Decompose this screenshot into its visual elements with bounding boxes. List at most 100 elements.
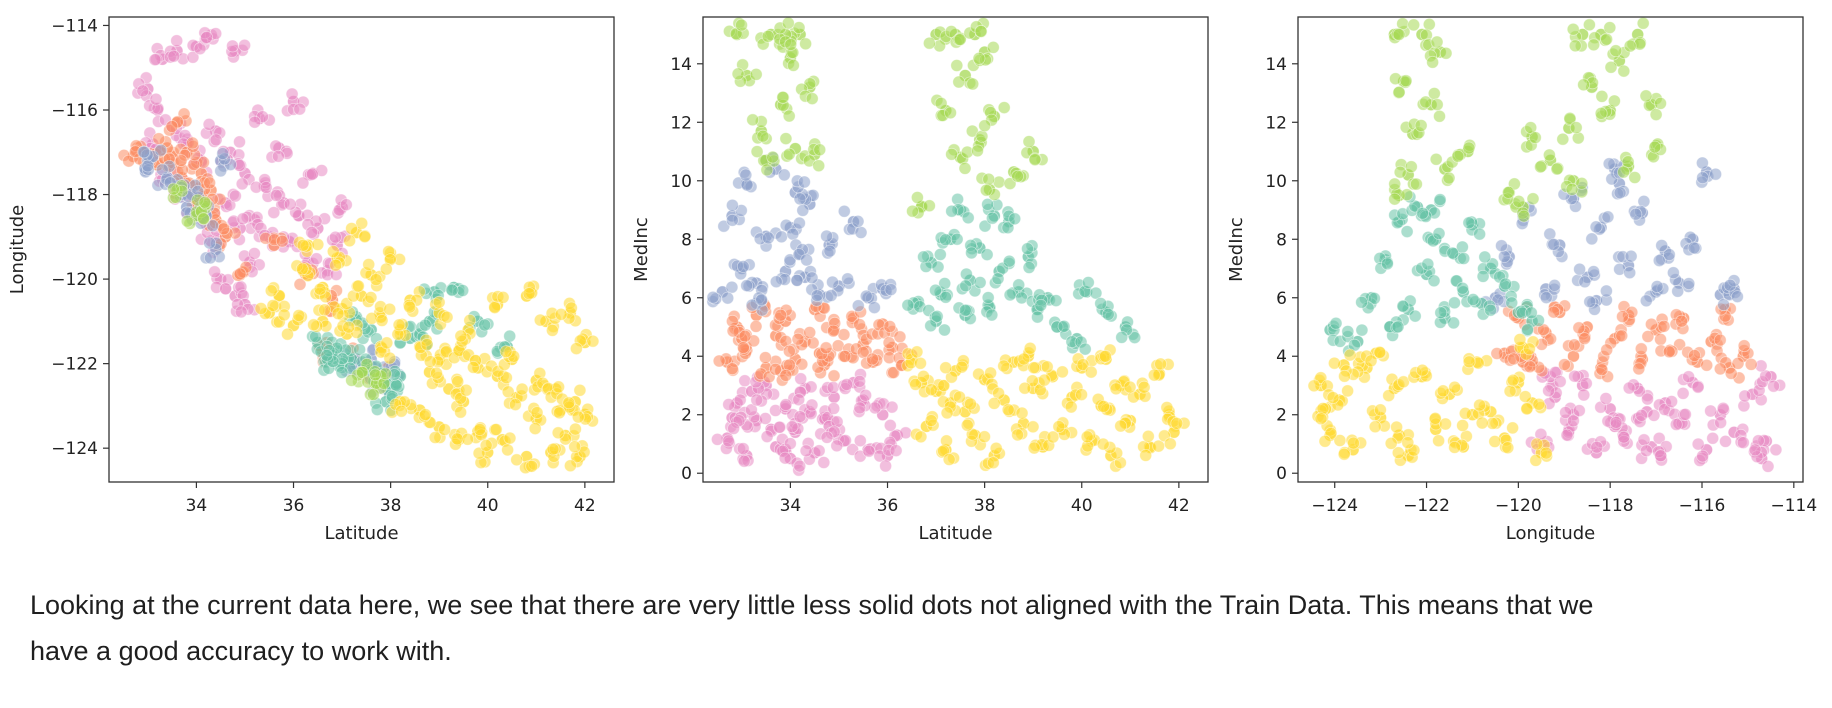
data-point-dense bbox=[1404, 160, 1418, 174]
caption-line-2: have a good accuracy to work with. bbox=[30, 636, 452, 666]
data-point-dense bbox=[1640, 444, 1653, 458]
data-point-dense bbox=[955, 360, 969, 374]
data-point-dense bbox=[1318, 434, 1332, 448]
data-point-dense bbox=[1706, 431, 1720, 445]
data-point-dense bbox=[1027, 361, 1041, 375]
x-tick-label: 38 bbox=[974, 496, 996, 516]
data-point-dense bbox=[1505, 296, 1519, 310]
data-point-dense bbox=[1031, 310, 1044, 324]
y-tick-label: −122 bbox=[51, 355, 98, 375]
data-point-dense bbox=[1655, 239, 1669, 252]
data-point-dense bbox=[1439, 46, 1453, 60]
data-point-dense bbox=[1001, 403, 1015, 417]
data-point-dense bbox=[1456, 419, 1469, 432]
data-point-dense bbox=[305, 225, 319, 239]
data-point-dense bbox=[392, 318, 406, 332]
data-point-dense bbox=[924, 414, 938, 428]
data-point-dense bbox=[1602, 157, 1616, 171]
data-point-dense bbox=[733, 393, 747, 407]
data-point-dense bbox=[1603, 21, 1617, 35]
data-point-dense bbox=[1645, 317, 1658, 331]
y-tick-label: −120 bbox=[51, 270, 98, 290]
data-point-dense bbox=[779, 368, 793, 382]
data-point-dense bbox=[711, 432, 724, 446]
data-point-dense bbox=[305, 167, 319, 181]
data-point-dense bbox=[1688, 349, 1701, 362]
data-point-dense bbox=[727, 422, 740, 435]
data-point-dense bbox=[365, 311, 379, 325]
data-point-dense bbox=[738, 329, 752, 343]
data-point-dense bbox=[749, 319, 763, 333]
data-point-dense bbox=[1600, 32, 1613, 46]
data-point-dense bbox=[1343, 348, 1357, 362]
data-point-dense bbox=[762, 231, 775, 245]
data-point-dense bbox=[499, 345, 513, 359]
data-point-dense bbox=[358, 230, 372, 244]
data-point-dense bbox=[1572, 321, 1586, 335]
data-point-dense bbox=[997, 359, 1011, 373]
data-point-dense bbox=[792, 21, 806, 35]
data-point-dense bbox=[1506, 373, 1520, 387]
data-point-dense bbox=[893, 330, 907, 344]
data-point-dense bbox=[445, 283, 459, 297]
data-point-dense bbox=[1617, 430, 1631, 444]
data-point-dense bbox=[735, 18, 748, 32]
data-point-dense bbox=[883, 418, 897, 432]
y-tick-label: 2 bbox=[1276, 406, 1287, 426]
data-point-dense bbox=[978, 119, 992, 133]
data-point-dense bbox=[945, 147, 958, 161]
cluster-4 bbox=[723, 17, 1049, 220]
data-point-dense bbox=[779, 218, 793, 232]
data-point-dense bbox=[473, 423, 487, 436]
y-tick-label: −124 bbox=[51, 439, 98, 459]
data-point-dense bbox=[931, 260, 945, 274]
data-point-dense bbox=[722, 434, 735, 448]
data-point-dense bbox=[1419, 95, 1433, 109]
data-point-dense bbox=[479, 438, 493, 452]
data-point-dense bbox=[1400, 225, 1414, 239]
x-tick-label: 36 bbox=[877, 496, 899, 516]
data-point-dense bbox=[1578, 332, 1591, 346]
data-point-dense bbox=[1475, 416, 1489, 430]
data-point-dense bbox=[799, 444, 813, 458]
data-point-dense bbox=[1099, 349, 1112, 363]
data-point-dense bbox=[186, 136, 199, 150]
data-point-dense bbox=[1578, 275, 1592, 289]
data-point-dense bbox=[987, 396, 1001, 410]
data-point-dense bbox=[1078, 342, 1092, 356]
data-point-dense bbox=[503, 431, 517, 445]
data-point-dense bbox=[1585, 232, 1599, 246]
data-point-dense bbox=[1556, 132, 1570, 146]
data-point-dense bbox=[978, 219, 992, 233]
data-point-dense bbox=[1513, 333, 1527, 346]
data-point-dense bbox=[827, 402, 841, 415]
data-point-dense bbox=[1347, 436, 1360, 450]
data-point-dense bbox=[1399, 74, 1413, 88]
data-point-dense bbox=[984, 366, 997, 380]
x-tick-label: 42 bbox=[574, 496, 596, 516]
data-point-dense bbox=[786, 227, 800, 241]
data-point-dense bbox=[379, 262, 393, 276]
y-axis-label: MedInc bbox=[631, 217, 652, 282]
data-point-dense bbox=[773, 420, 786, 434]
data-point-dense bbox=[509, 398, 522, 412]
data-point-dense bbox=[1528, 131, 1542, 145]
data-point-dense bbox=[826, 275, 839, 289]
data-point-dense bbox=[1600, 284, 1613, 298]
data-point-dense bbox=[960, 418, 974, 432]
data-point-dense bbox=[1617, 64, 1631, 78]
data-point-dense bbox=[911, 191, 924, 204]
data-point-dense bbox=[375, 314, 389, 327]
data-point-dense bbox=[1432, 434, 1445, 448]
data-point-dense bbox=[1737, 339, 1751, 353]
data-point-dense bbox=[945, 204, 959, 218]
data-point-dense bbox=[1141, 429, 1155, 443]
data-point-dense bbox=[775, 230, 788, 244]
y-tick-label: 12 bbox=[1265, 113, 1287, 133]
data-point-dense bbox=[1012, 278, 1026, 292]
data-point-dense bbox=[293, 277, 307, 291]
data-point-dense bbox=[1559, 406, 1572, 419]
data-point-dense bbox=[586, 334, 600, 348]
data-point-dense bbox=[1641, 392, 1654, 406]
data-point-dense bbox=[1550, 162, 1564, 176]
